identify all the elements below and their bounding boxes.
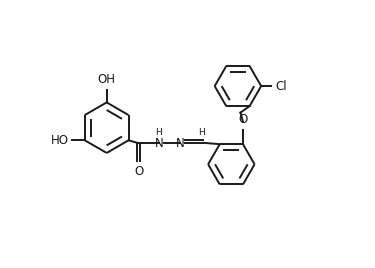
- Text: HO: HO: [50, 134, 68, 147]
- Text: O: O: [238, 113, 248, 126]
- Text: Cl: Cl: [276, 80, 287, 92]
- Text: OH: OH: [98, 73, 116, 86]
- Text: N: N: [154, 137, 163, 150]
- Text: O: O: [134, 165, 143, 178]
- Text: H: H: [156, 128, 162, 136]
- Text: N: N: [176, 137, 185, 150]
- Text: H: H: [198, 128, 204, 137]
